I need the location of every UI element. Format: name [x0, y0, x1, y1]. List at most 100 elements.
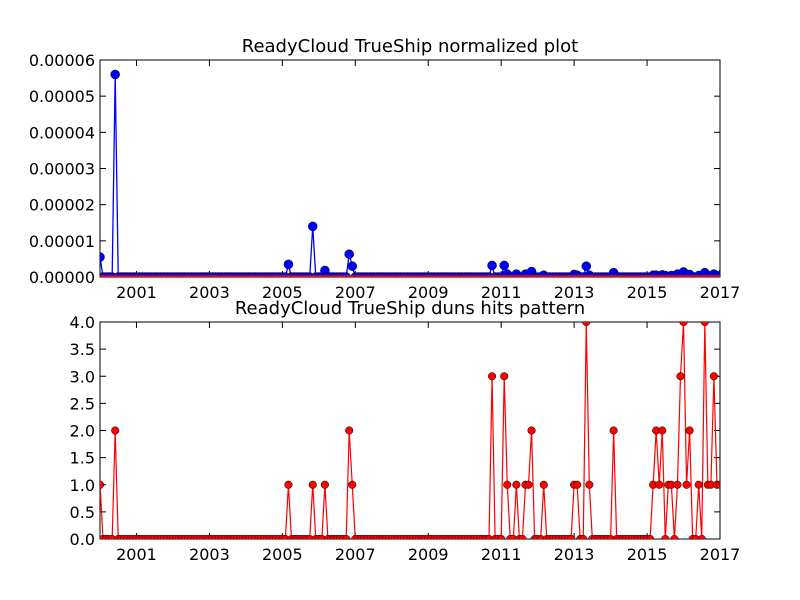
- chart-title: ReadyCloud TrueShip normalized plot: [242, 36, 578, 57]
- y-tick-label: 0.00005: [29, 87, 95, 106]
- plot-area: [99, 321, 721, 540]
- x-tick-label: 2017: [700, 545, 741, 564]
- y-tick-label: 0.00003: [29, 160, 95, 179]
- data-point: [307, 221, 318, 232]
- data-point: [673, 480, 682, 489]
- data-point: [609, 426, 618, 435]
- data-point: [499, 260, 509, 271]
- x-tick-label: 2015: [627, 283, 668, 302]
- x-tick-label: 2011: [481, 283, 522, 302]
- data-point: [503, 480, 512, 489]
- x-tick-label: 2009: [408, 283, 449, 302]
- data-point: [320, 480, 329, 489]
- data-point: [484, 534, 494, 539]
- y-tick-label: 1.0: [70, 476, 95, 495]
- data-point: [100, 480, 105, 489]
- data-point: [536, 534, 545, 539]
- y-tick-label: 2.0: [70, 422, 95, 441]
- data-point: [348, 480, 357, 489]
- x-tick-label: 2013: [554, 545, 595, 564]
- data-point: [500, 372, 509, 381]
- x-tick-label: 2005: [262, 545, 303, 564]
- x-tick-label: 2007: [335, 283, 376, 302]
- x-tick-label: 2005: [262, 283, 303, 302]
- plot-area: [99, 59, 721, 278]
- x-tick-label: 2017: [700, 283, 741, 302]
- y-tick-label: 0.00006: [29, 51, 95, 70]
- y-tick-label: 0.00004: [29, 123, 95, 142]
- y-tick-label: 3.5: [70, 340, 95, 359]
- data-point: [527, 426, 536, 435]
- data-point: [722, 318, 730, 326]
- data-point: [487, 260, 497, 271]
- data-point: [573, 480, 582, 489]
- y-tick-label: 3.0: [70, 367, 95, 386]
- data-point: [347, 261, 358, 271]
- data-point: [691, 534, 700, 539]
- x-tick-label: 2011: [481, 545, 522, 564]
- data-point: [518, 534, 527, 539]
- y-tick-label: 1.5: [70, 449, 95, 468]
- data-point: [685, 426, 694, 435]
- x-tick-label: 2001: [116, 545, 157, 564]
- x-tick-label: 2003: [189, 545, 230, 564]
- data-point: [658, 426, 667, 435]
- x-tick-label: 2003: [189, 283, 230, 302]
- data-point: [709, 372, 718, 381]
- data-point: [305, 534, 314, 539]
- data-point: [718, 269, 720, 277]
- data-point: [567, 534, 576, 539]
- y-tick-label: 0.0: [70, 530, 95, 549]
- series-group: [100, 69, 720, 277]
- chart-title: ReadyCloud TrueShip duns hits pattern: [235, 298, 585, 319]
- data-point: [344, 249, 354, 259]
- y-tick-label: 0.00000: [29, 268, 95, 287]
- data-point: [524, 480, 533, 489]
- data-point: [512, 480, 521, 489]
- data-point: [606, 534, 615, 539]
- data-point: [670, 534, 679, 539]
- chart-normalized-plot: ReadyCloud TrueShip normalized plot 2001…: [29, 36, 741, 302]
- data-point: [585, 480, 594, 489]
- y-tick-label: 0.00002: [29, 196, 95, 215]
- data-point: [579, 534, 588, 539]
- data-point: [100, 252, 105, 262]
- x-tick-label: 2015: [627, 545, 668, 564]
- data-point: [284, 480, 293, 489]
- data-point: [509, 534, 518, 539]
- data-point: [661, 534, 670, 539]
- data-point: [718, 482, 720, 488]
- chart-duns-hits-pattern: ReadyCloud TrueShip duns hits pattern 20…: [70, 298, 741, 564]
- data-point: [281, 534, 290, 539]
- x-tick-label: 2009: [408, 545, 449, 564]
- ticks-group: 2001 2003 2005 2007 2009 2011 2013 2015 2017 0.0 0…: [70, 313, 741, 564]
- data-point: [497, 534, 506, 539]
- x-tick-label: 2013: [554, 283, 595, 302]
- data-point: [655, 480, 664, 489]
- y-tick-label: 4.0: [70, 313, 95, 332]
- series-group: [100, 318, 730, 539]
- data-point: [110, 69, 120, 80]
- data-point: [488, 372, 497, 381]
- data-point: [682, 480, 691, 489]
- data-point: [283, 259, 294, 270]
- y-tick-label: 2.5: [70, 394, 95, 413]
- data-point: [317, 534, 326, 539]
- data-point: [345, 426, 354, 435]
- data-point: [700, 322, 709, 327]
- data-point: [715, 480, 720, 489]
- data-point: [342, 534, 351, 539]
- y-tick-label: 0.5: [70, 503, 95, 522]
- data-point: [697, 534, 706, 539]
- data-point: [111, 426, 120, 435]
- data-point: [539, 480, 548, 489]
- data-point: [582, 322, 591, 327]
- data-point: [581, 261, 592, 271]
- x-tick-label: 2007: [335, 545, 376, 564]
- y-tick-label: 0.00001: [29, 232, 95, 251]
- data-point: [108, 534, 117, 539]
- data-point: [694, 480, 703, 489]
- data-point: [676, 372, 685, 381]
- data-point: [646, 534, 655, 539]
